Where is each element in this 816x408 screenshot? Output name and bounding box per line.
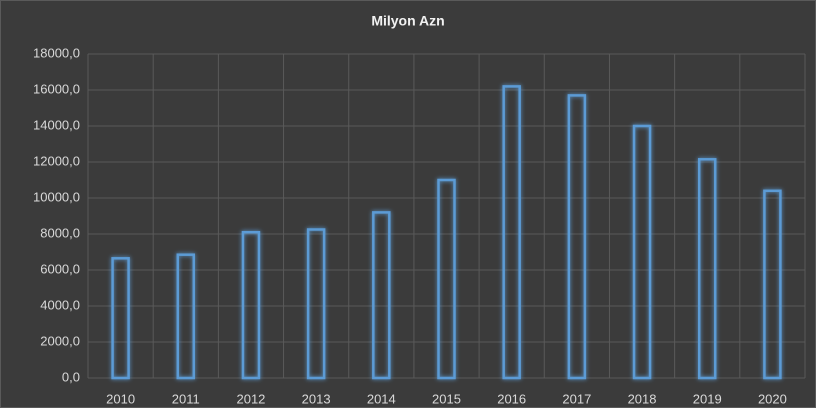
bar <box>502 85 521 380</box>
y-tick-label: 4000,0 <box>40 297 80 312</box>
y-tick-label: 10000,0 <box>33 189 80 204</box>
bar <box>697 158 717 380</box>
bar <box>306 228 326 380</box>
x-tick-label: 2012 <box>236 391 265 406</box>
x-tick-label: 2010 <box>106 391 135 406</box>
bar <box>241 230 261 380</box>
y-tick-label: 6000,0 <box>40 261 80 276</box>
x-tick-label: 2014 <box>367 391 396 406</box>
y-tick-label: 14000,0 <box>33 117 80 132</box>
bar <box>567 94 587 380</box>
y-tick-label: 8000,0 <box>40 225 80 240</box>
y-tick-label: 2000,0 <box>40 333 80 348</box>
x-tick-label: 2017 <box>562 391 591 406</box>
bar <box>632 124 652 380</box>
chart-title: Milyon Azn <box>371 13 444 29</box>
x-tick-label: 2015 <box>432 391 461 406</box>
x-tick-label: 2019 <box>693 391 722 406</box>
bar <box>763 189 782 380</box>
x-tick-label: 2011 <box>172 391 200 406</box>
x-tick-label: 2016 <box>497 391 526 406</box>
bar <box>372 211 391 380</box>
x-tick-label: 2020 <box>758 391 787 406</box>
bar <box>176 253 196 380</box>
y-tick-label: 16000,0 <box>33 81 80 96</box>
bar <box>111 257 130 380</box>
y-tick-label: 18000,0 <box>33 45 80 60</box>
bar <box>437 178 456 380</box>
y-tick-label: 0,0 <box>62 369 80 384</box>
y-tick-label: 12000,0 <box>33 153 80 168</box>
x-tick-label: 2018 <box>628 391 657 406</box>
x-tick-label: 2013 <box>302 391 331 406</box>
